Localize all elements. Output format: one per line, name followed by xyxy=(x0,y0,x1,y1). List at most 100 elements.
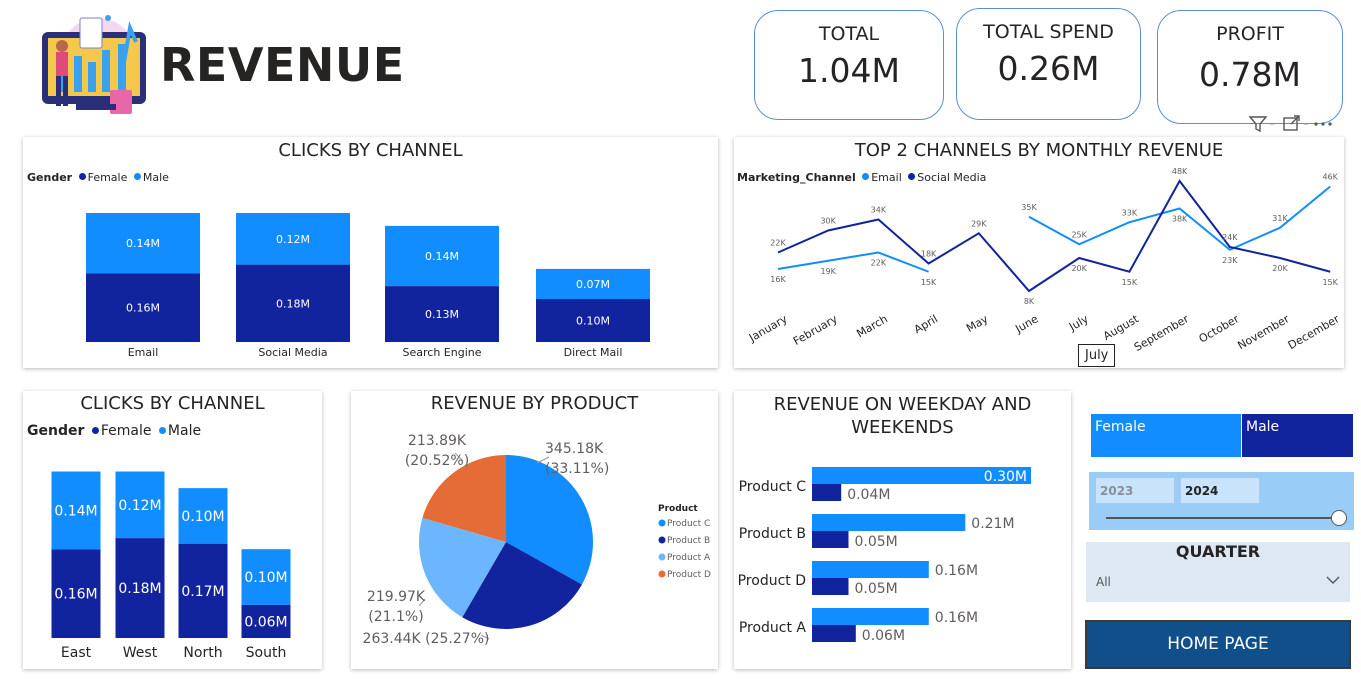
bar-series-2 xyxy=(812,484,842,501)
home-page-button[interactable]: HOME PAGE xyxy=(1085,620,1351,669)
quarter-slicer[interactable]: QUARTER All xyxy=(1086,542,1350,602)
legend-label: Female xyxy=(100,423,152,439)
leader-line xyxy=(480,634,490,640)
chart-plot: 345.18K (33.11%) 263.44K (25.27%) 219.97K (2… xyxy=(363,433,712,647)
data-label: 24K xyxy=(1222,233,1238,242)
bar-series-2 xyxy=(812,531,849,548)
kpi-label: PROFIT xyxy=(1216,23,1284,45)
year-end-input[interactable]: 2024 xyxy=(1180,477,1260,504)
data-label: 0.18M xyxy=(276,297,310,310)
series-line-email xyxy=(777,251,929,273)
revenue-by-product-chart: REVENUE BY PRODUCT 345.18K (33.11%) 263.44… xyxy=(351,391,718,669)
clicks-by-channel-chart: CLICKS BY CHANNEL Gender Female Male 0.1… xyxy=(23,137,718,368)
y-tick-label: Product C xyxy=(739,479,807,495)
bar-series-1 xyxy=(812,608,929,625)
legend-label: Social Media xyxy=(917,171,987,184)
chart-title: TOP 2 CHANNELS BY MONTHLY REVENUE xyxy=(854,140,1224,161)
data-label: 20K xyxy=(1071,264,1087,273)
year-slider-track xyxy=(1106,517,1338,519)
kpi-card-total-spend: TOTAL SPEND 0.26M xyxy=(956,8,1141,120)
quarter-title: QUARTER xyxy=(1175,542,1261,561)
focus-mode-icon[interactable] xyxy=(1283,115,1300,131)
x-tick-label: East xyxy=(61,645,92,661)
data-label: 0.07M xyxy=(576,278,610,291)
data-label: 15K xyxy=(1122,278,1138,287)
top-channels-line-chart: TOP 2 CHANNELS BY MONTHLY REVENUE Market… xyxy=(734,137,1344,368)
legend-swatch xyxy=(658,519,666,527)
series-line-social-media xyxy=(777,179,1331,293)
more-options-icon[interactable] xyxy=(1314,122,1332,126)
chart-plot: 0.30M 0.04M Product C 0.21M 0.05M Product B 0.… xyxy=(738,467,1031,644)
data-label: 30K xyxy=(820,217,836,226)
clicks-by-region-chart: CLICKS BY CHANNEL Gender Female Male 0.1… xyxy=(23,391,322,669)
y-tick-label: Product B xyxy=(739,526,806,542)
bar-male xyxy=(178,488,228,544)
filter-icon[interactable] xyxy=(1248,116,1268,133)
y-tick-label: Product D xyxy=(738,573,806,589)
x-tick-label: West xyxy=(123,645,158,661)
data-label: 219.97K xyxy=(367,589,426,605)
data-label: 0.12M xyxy=(276,233,310,246)
data-label: 0.13M xyxy=(425,308,459,321)
data-label: 0.30M xyxy=(984,469,1027,485)
data-label: 0.06M xyxy=(244,614,287,630)
data-label: 8K xyxy=(1024,297,1035,306)
legend-swatch xyxy=(908,173,916,180)
legend-label: Product A xyxy=(667,553,711,563)
revenue-illustration xyxy=(42,15,146,114)
data-label: 0.05M xyxy=(855,534,898,550)
legend-title: Gender xyxy=(27,171,73,184)
data-label: 33K xyxy=(1122,208,1138,217)
kpi-value: 0.26M xyxy=(997,49,1100,88)
data-label: 18K xyxy=(921,250,937,259)
data-label: 0.14M xyxy=(425,250,459,263)
data-label: 35K xyxy=(1021,203,1037,212)
legend-label: Product C xyxy=(667,519,710,529)
data-label: 20K xyxy=(1272,264,1288,273)
year-slicer: 2023 2024 xyxy=(1089,472,1354,530)
bar-female xyxy=(385,286,499,342)
data-label: 263.44K (25.27%) xyxy=(363,631,490,647)
visual-header-toolbar xyxy=(1248,115,1332,133)
legend-label: Male xyxy=(142,171,169,184)
legend-swatch xyxy=(658,553,666,561)
chart-title: REVENUE ON WEEKDAY AND WEEKENDS xyxy=(734,393,1071,439)
legend-title: Marketing_Channel xyxy=(737,171,856,184)
bar-male xyxy=(51,471,101,550)
bar-series-1 xyxy=(812,467,1031,484)
kpi-card-total-revenue: TOTAL 1.04M xyxy=(754,10,944,120)
chart-title-line: REVENUE ON WEEKDAY AND xyxy=(773,394,1032,415)
data-label: 0.14M xyxy=(126,237,160,250)
gender-slicer-female[interactable]: Female xyxy=(1091,414,1241,457)
pie-slice-product-d xyxy=(422,455,506,542)
x-tick-label: Social Media xyxy=(258,346,327,359)
x-tick-label: North xyxy=(183,645,222,661)
pie-slice-product-b xyxy=(462,542,582,629)
legend-title: Gender xyxy=(27,423,85,439)
x-tick-label: South xyxy=(246,645,287,661)
data-label: 0.16M xyxy=(54,587,97,603)
bar-female xyxy=(178,543,228,638)
x-tick-label: January xyxy=(746,312,790,345)
data-label: 34K xyxy=(871,206,887,215)
chart-legend: Gender Female Male xyxy=(27,423,201,439)
bar-male xyxy=(236,213,350,265)
gender-slicer-male[interactable]: Male xyxy=(1242,414,1353,457)
bar-male xyxy=(536,268,650,299)
chart-title: CLICKS BY CHANNEL xyxy=(80,393,265,414)
kpi-card-profit: PROFIT 0.78M xyxy=(1157,10,1343,124)
x-tick-label: July xyxy=(1066,312,1091,334)
data-label: 15K xyxy=(921,278,937,287)
bar-male xyxy=(115,471,165,539)
data-label: 0.18M xyxy=(118,581,161,597)
bar-female xyxy=(115,538,165,638)
legend-label: Female xyxy=(87,171,128,184)
chart-plot: 16K 19K 22K 15K 35K 25K 33K 38K 23K 31K 46K 22K 30K 3… xyxy=(746,167,1342,354)
bar-series-1 xyxy=(812,514,966,531)
data-label: 0.05M xyxy=(855,581,898,597)
year-start-input[interactable]: 2023 xyxy=(1095,477,1175,504)
data-label: 48K xyxy=(1172,167,1188,176)
kpi-label: TOTAL SPEND xyxy=(983,21,1114,43)
year-slider-handle[interactable] xyxy=(1331,510,1347,526)
x-tick-label: February xyxy=(791,312,840,348)
